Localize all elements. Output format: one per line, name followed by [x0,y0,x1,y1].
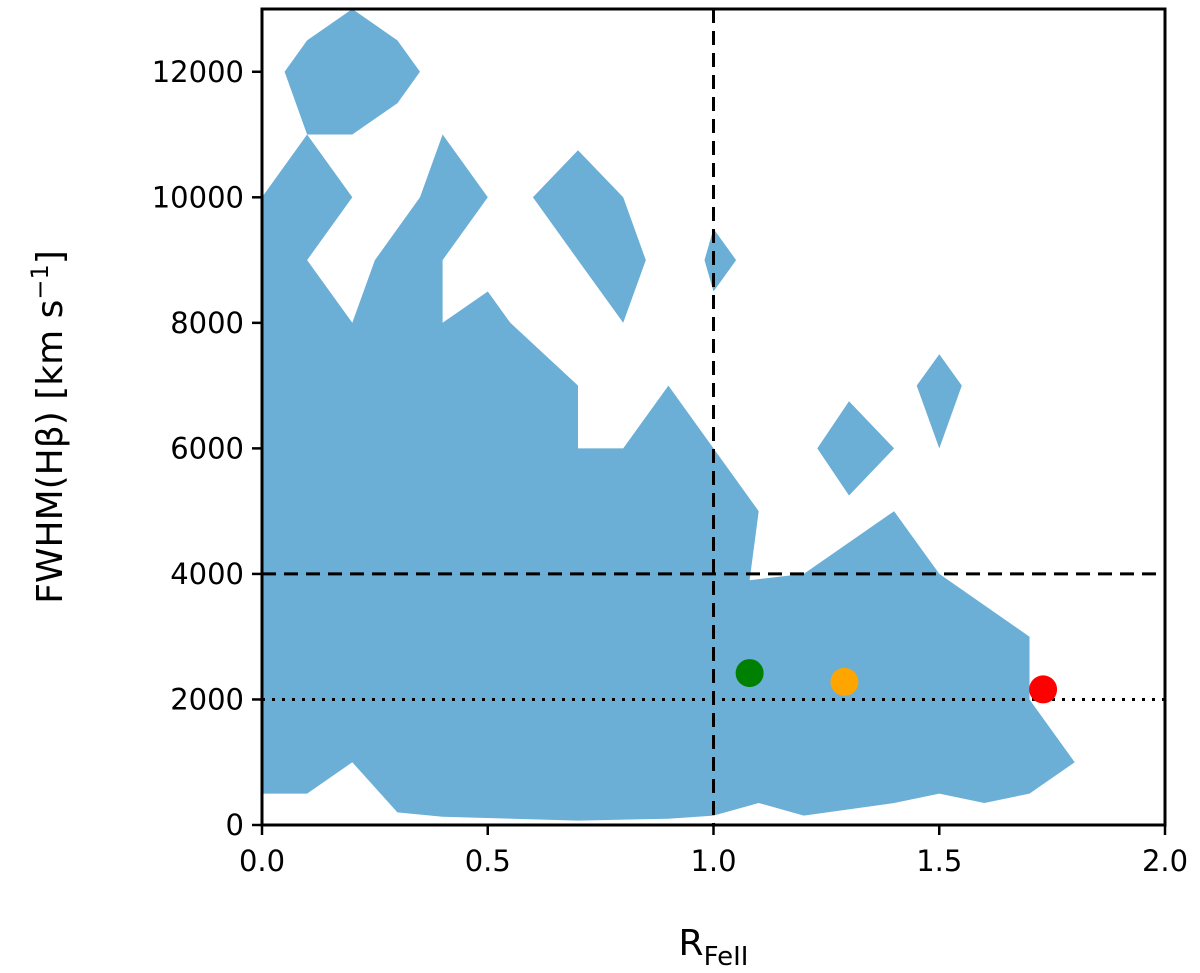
x-axis-title: RFeII [679,923,749,972]
y-tick-label: 10000 [152,180,244,214]
x-tick-label: 2.0 [1142,844,1188,878]
x-axis-ticks: 0.0 0.5 1.0 1.5 2.0 [239,825,1188,878]
y-tick-label: 0 [226,808,244,842]
x-tick-label: 1.5 [916,844,962,878]
y-axis-title-superscript: −1 [26,264,54,299]
density-polygon-3 [532,150,646,323]
x-axis-title-subscript: FeII [704,942,749,972]
data-point-2 [830,667,859,696]
x-tick-label: 0.5 [465,844,511,878]
x-tick-label: 1.0 [690,844,736,878]
y-tick-label: 4000 [170,557,244,591]
data-point-1 [735,659,764,688]
density-polygon-5 [817,401,895,496]
density-polygon-6 [916,354,962,449]
density-polygon-4 [704,228,737,292]
density-polygon-1 [262,134,1075,821]
y-tick-label: 12000 [152,55,244,89]
data-point-3 [1029,675,1058,704]
y-tick-label: 2000 [170,682,244,716]
density-polygon-2 [284,9,420,135]
y-axis-title-end: ] [30,250,71,264]
x-tick-label: 0.0 [239,844,285,878]
density-region [262,9,1075,821]
y-axis-title: FWHM(Hβ) [km s−1] [26,250,71,604]
x-axis-title-main: R [679,923,704,964]
y-axis-ticks: 0 2000 4000 6000 8000 10000 12000 [152,55,262,842]
y-axis-title-main: FWHM(Hβ) [km s [30,300,71,604]
data-points [735,659,1058,704]
reference-lines [262,9,1165,825]
y-tick-label: 8000 [170,306,244,340]
y-tick-label: 6000 [170,431,244,465]
